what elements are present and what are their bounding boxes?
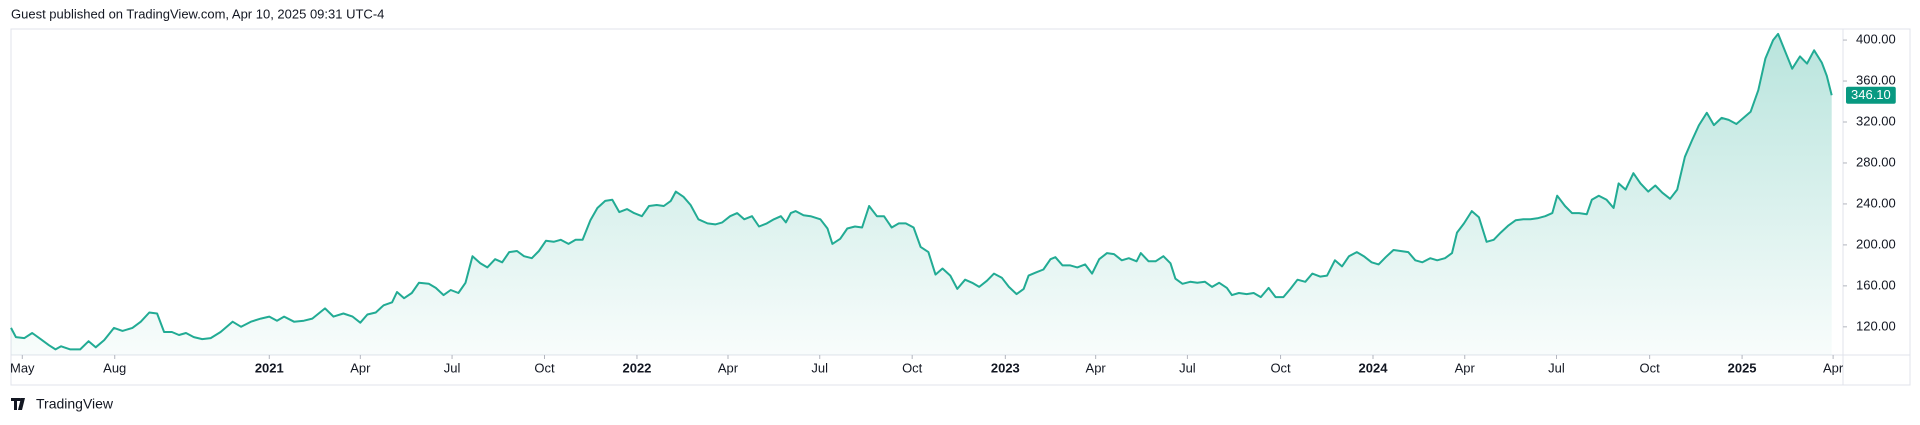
y-tick-label: 240.00	[1856, 195, 1896, 210]
x-tick-label: 2024	[1359, 360, 1389, 375]
x-tick-label: Oct	[1640, 360, 1661, 375]
logo	[11, 398, 25, 410]
y-tick-label: 120.00	[1856, 318, 1896, 333]
x-tick-label: Oct	[534, 360, 555, 375]
x-tick-label: Apr	[350, 360, 371, 375]
price-line	[10, 32, 1833, 351]
header-text: Guest published on TradingView.com, Apr …	[11, 6, 384, 21]
x-tick-label: Apr	[1086, 360, 1107, 375]
x-tick-label: 2025	[1728, 360, 1757, 375]
y-tick-label: 280.00	[1856, 154, 1896, 169]
y-tick-label: 320.00	[1856, 113, 1896, 128]
brand: TradingView	[36, 396, 114, 412]
x-tick-label: Apr	[1823, 360, 1844, 375]
y-tick-label: 360.00	[1856, 72, 1896, 87]
area-fill	[11, 33, 1832, 356]
x-tick-label: Apr	[1455, 360, 1476, 375]
y-tick-label: 400.00	[1856, 31, 1896, 46]
x-tick-label: May	[10, 360, 35, 375]
x-tick-label: Apr	[718, 360, 739, 375]
x-tick-label: Oct	[902, 360, 923, 375]
y-tick-label: 160.00	[1856, 277, 1896, 292]
x-tick-label: Jul	[1548, 360, 1565, 375]
x-tick-label: Jul	[1179, 360, 1196, 375]
x-tick-label: Jul	[811, 360, 828, 375]
x-tick-label: Jul	[444, 360, 461, 375]
x-tick-label: 2021	[255, 360, 284, 375]
x-tick-label: 2022	[622, 360, 651, 375]
x-tick-label: Oct	[1270, 360, 1291, 375]
y-tick-label: 200.00	[1856, 236, 1896, 251]
x-tick-label: Aug	[103, 360, 126, 375]
x-tick-label: 2023	[991, 360, 1020, 375]
price-tag-label: 346.10	[1851, 87, 1891, 102]
price-tag	[1846, 86, 1896, 104]
chart-frame	[10, 28, 1911, 386]
